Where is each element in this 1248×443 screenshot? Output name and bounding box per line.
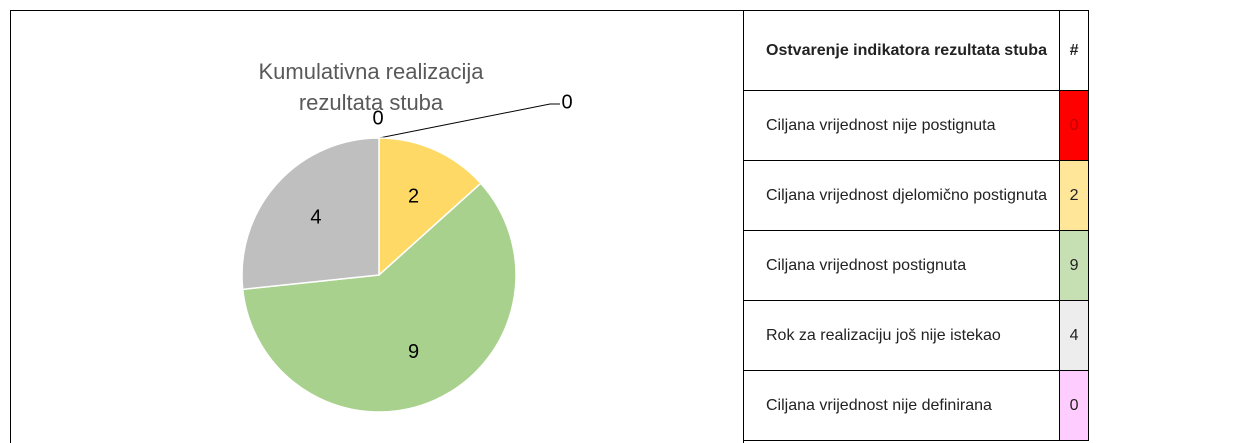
table-row: Ciljana vrijednost djelomično postignuta…	[742, 160, 1090, 231]
label-cell: Ciljana vrijednost djelomično postignuta	[742, 160, 1061, 231]
label-cell: Rok za realizaciju još nije istekao	[742, 300, 1061, 371]
table-row: Ciljana vrijednost nije postignuta 0	[742, 90, 1090, 161]
data-label: 2	[408, 186, 419, 208]
count-cell: 0	[1059, 370, 1090, 441]
table: Ostvarenje indikatora rezultata stuba # Ci…	[742, 10, 1090, 441]
data-label: 0	[561, 91, 572, 113]
table-row: Ciljana vrijednost postignuta 9	[742, 230, 1090, 301]
count-cell: 9	[1059, 230, 1090, 301]
data-label: 9	[408, 341, 419, 363]
table-row: Ciljana vrijednost nije definirana 0	[742, 370, 1090, 441]
count-cell: 0	[1059, 90, 1090, 161]
header-cell: #	[1059, 10, 1090, 91]
leader-line	[378, 103, 560, 139]
data-label: 0	[372, 107, 383, 129]
count-cell: 2	[1059, 160, 1090, 231]
label-cell: Ciljana vrijednost postignuta	[742, 230, 1061, 301]
chart-title: Kumulativna realizacija rezultata stuba	[258, 59, 484, 115]
table-body: Ostvarenje indikatora rezultata stuba # Ci…	[742, 10, 1090, 441]
table-row: Rok za realizaciju još nije istekao 4	[742, 300, 1090, 371]
header-cell: Ostvarenje indikatora rezultata stuba	[742, 10, 1061, 91]
pie-slice	[378, 137, 482, 277]
header-row: Ostvarenje indikatora rezultata stuba #	[742, 10, 1090, 91]
pie-slice	[241, 182, 517, 413]
data-label: 4	[310, 206, 321, 228]
pie-slice	[241, 137, 380, 291]
count-cell: 4	[1059, 300, 1090, 371]
label-cell: Ciljana vrijednost nije postignuta	[742, 90, 1061, 161]
label-cell: Ciljana vrijednost nije definirana	[742, 370, 1061, 441]
